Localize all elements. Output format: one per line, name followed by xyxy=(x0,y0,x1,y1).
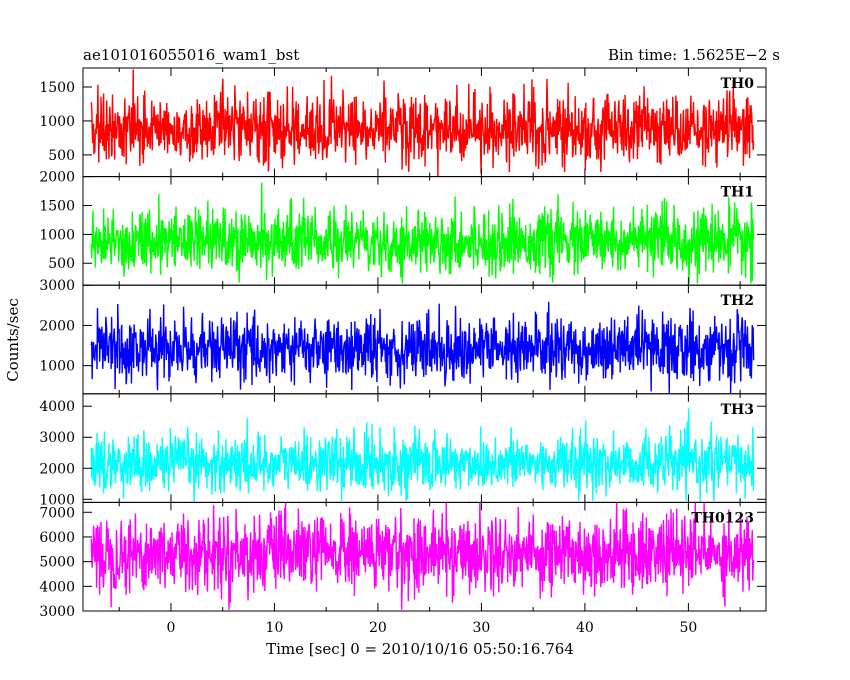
bin-time-label: Bin time: 1.5625E−2 s xyxy=(608,46,780,64)
series-line-th1 xyxy=(90,182,755,284)
panel-th2: 1000 2000 3000 TH2 xyxy=(39,278,767,395)
y-tick-label: 2000 xyxy=(39,461,75,477)
y-tick-label: 500 xyxy=(48,256,75,272)
panel-label: TH0 xyxy=(721,76,755,92)
y-tick-label: 2000 xyxy=(39,170,75,186)
y-tick-label: 5000 xyxy=(39,555,75,571)
y-tick-label: 4000 xyxy=(39,399,75,415)
y-tick-label: 6000 xyxy=(39,530,75,546)
x-tick-label: 20 xyxy=(369,620,387,636)
y-axis-label: Counts/sec xyxy=(4,298,22,382)
plot-title-left: ae101016055016_wam1_bst xyxy=(83,46,299,64)
series-line-th3 xyxy=(90,408,755,503)
y-tick-label: 4000 xyxy=(39,579,75,595)
panel-label: TH0123 xyxy=(691,510,754,526)
x-tick-label: 40 xyxy=(576,620,594,636)
y-tick-label: 1000 xyxy=(39,227,75,243)
panel-label: TH3 xyxy=(721,402,754,418)
y-tick-label: 1500 xyxy=(39,198,75,214)
y-tick-label: 3000 xyxy=(39,430,75,446)
panel-th1: 500 1000 1500 2000 TH1 xyxy=(39,170,767,286)
y-tick-label: 500 xyxy=(48,148,75,164)
panel-label: TH1 xyxy=(721,185,754,201)
panel-th3: 1000 2000 3000 4000 TH3 xyxy=(39,393,767,508)
y-tick-label: 1000 xyxy=(39,114,75,130)
x-tick-label: 30 xyxy=(473,620,491,636)
x-tick-label: 0 xyxy=(167,620,176,636)
y-tick-label: 1000 xyxy=(39,359,75,375)
panel-frame xyxy=(82,501,767,612)
x-axis-label: Time [sec] 0 = 2010/10/16 05:50:16.764 xyxy=(266,640,574,658)
x-tick-label: 50 xyxy=(679,620,697,636)
panel-th0: 500 1000 1500 TH0 xyxy=(39,67,767,178)
panel-th0123: 3000 4000 5000 6000 7000 TH0123 xyxy=(39,501,767,620)
series-line-th0123 xyxy=(90,502,755,610)
y-tick-label: 1000 xyxy=(39,492,75,508)
series-line-th2 xyxy=(90,301,755,394)
y-tick-label: 1500 xyxy=(39,80,75,96)
y-tick-label: 2000 xyxy=(39,318,75,334)
series-line-th0 xyxy=(90,69,755,177)
y-tick-label: 7000 xyxy=(39,505,75,521)
panel-label: TH2 xyxy=(721,293,754,309)
x-tick-label: 10 xyxy=(266,620,284,636)
y-tick-label: 3000 xyxy=(39,604,75,620)
y-tick-label: 3000 xyxy=(39,278,75,294)
